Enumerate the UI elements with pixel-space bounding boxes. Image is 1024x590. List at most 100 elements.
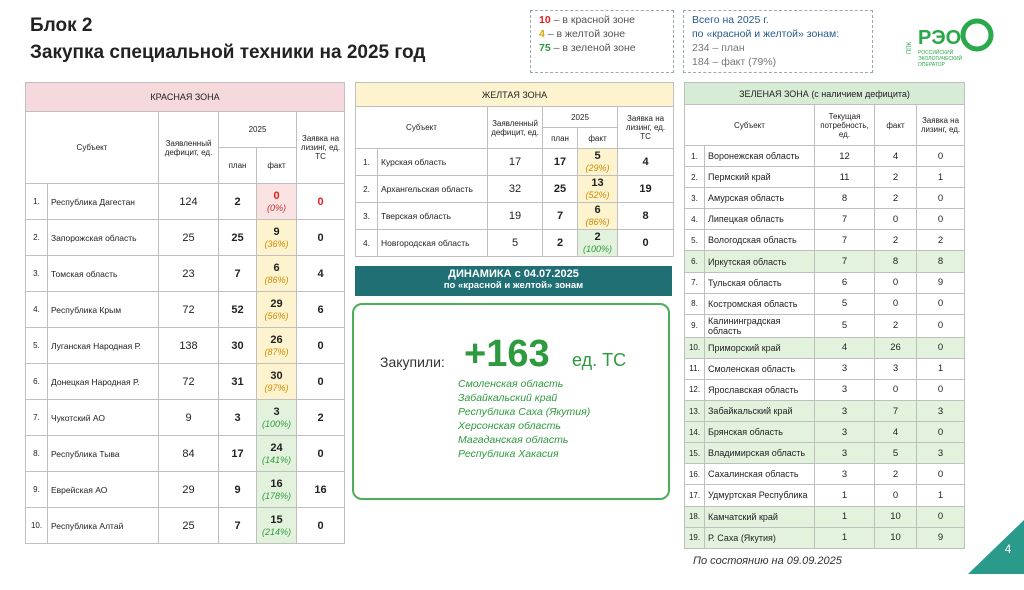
table-row: 17. Удмуртская Республика 1 0 1 <box>684 484 966 507</box>
lease: 0 <box>915 421 966 444</box>
deficit: 9 <box>158 399 219 436</box>
fact: 8 <box>874 250 917 273</box>
fact: 2 <box>874 313 917 338</box>
subtitle: Закупка специальной техники на 2025 год <box>30 42 426 63</box>
subject: Костромская область <box>704 292 815 315</box>
fact-cell: 5 (29%) <box>577 148 618 176</box>
plan: 25 <box>542 175 578 203</box>
deficit: 72 <box>158 291 219 328</box>
table-row: 2. Архангельская область 32 25 13 (52%) 19 <box>355 175 675 203</box>
col-header: план <box>218 147 257 184</box>
red-table: КРАСНАЯ ЗОНА Субъект Заявленный дефицит, … <box>24 82 346 544</box>
deficit: 84 <box>158 435 219 472</box>
need: 7 <box>814 208 875 231</box>
table-row: 1. Воронежская область 12 4 0 <box>684 144 966 168</box>
row-number: 1. <box>355 148 378 176</box>
need: 1 <box>814 484 875 507</box>
row-number: 10. <box>25 507 48 544</box>
subject: Республика Тыва <box>47 435 159 472</box>
table-row: 4. Республика Крым 72 52 29 (56%) 6 <box>25 291 346 328</box>
table-row: 12. Ярославская область 3 0 0 <box>684 378 966 402</box>
lease: 0 <box>616 229 675 257</box>
fact-pct: (56%) <box>264 310 289 321</box>
col-header: факт <box>577 127 618 149</box>
fact: 0 <box>874 208 917 231</box>
col-header: Заявленный дефицит, ед. <box>487 106 543 149</box>
lease: 0 <box>915 463 966 486</box>
col-header: Текущая потребность, ед. <box>814 104 875 146</box>
page-number: 4 <box>968 520 1024 574</box>
fact: 4 <box>874 421 917 444</box>
row-number: 12. <box>684 378 705 402</box>
plan: 52 <box>218 291 257 328</box>
fact: 3 <box>874 357 917 380</box>
need: 1 <box>814 526 875 549</box>
fact: 0 <box>874 484 917 507</box>
deficit: 25 <box>158 219 219 256</box>
lease: 3 <box>915 442 966 465</box>
subject: Иркутская область <box>704 250 815 273</box>
fact-pct: (0%) <box>266 202 286 213</box>
region: Республика Хакасия <box>458 448 559 460</box>
page: Блок 2 {"header":{"title":"Блок 2","subt… <box>24 10 1024 574</box>
fact: 6 <box>273 261 280 274</box>
plan: 31 <box>218 363 257 400</box>
zone-title: КРАСНАЯ ЗОНА <box>24 82 346 112</box>
row-number: 4. <box>355 229 378 257</box>
lease: 2 <box>295 399 346 436</box>
lease: 1 <box>915 357 966 380</box>
table-row: 18. Камчатский край 1 10 0 <box>684 505 966 528</box>
row-number: 2. <box>684 166 705 189</box>
fact-cell: 15 (214%) <box>256 507 297 544</box>
table-row: 3. Томская область 23 7 6 (86%) 4 <box>25 255 346 292</box>
table-row: 3. Тверская область 19 7 6 (86%) 8 <box>355 202 675 230</box>
subject: Ярославская область <box>704 378 815 402</box>
row-number: 6. <box>684 250 705 273</box>
lease: 0 <box>295 435 346 472</box>
deficit: 19 <box>487 202 543 230</box>
table-row: 11. Смоленская область 3 3 1 <box>684 357 966 380</box>
row-number: 7. <box>684 271 705 294</box>
fact-cell: 24 (141%) <box>256 435 297 472</box>
row-number: 4. <box>25 291 48 328</box>
table-row: 10. Приморский край 4 26 0 <box>684 336 966 359</box>
header: Блок 2 Закупка специальной техники на 202… <box>30 12 425 66</box>
plan: 2 <box>542 229 578 257</box>
fact: 26 <box>874 336 917 359</box>
fact-pct: (29%) <box>585 163 610 173</box>
fact: 10 <box>874 526 917 549</box>
fact-pct: (141%) <box>261 454 291 465</box>
col-header: факт <box>874 104 917 146</box>
lease: 0 <box>915 505 966 528</box>
fact-pct: (178%) <box>261 490 291 501</box>
fact: 0 <box>874 292 917 315</box>
table-row: 2. Запорожская область 25 25 9 (36%) 0 <box>25 219 346 256</box>
deficit: 17 <box>487 148 543 176</box>
col-header: Субъект <box>355 106 488 149</box>
lease: 19 <box>616 175 675 203</box>
lease: 1 <box>915 166 966 189</box>
table-row: 9. Еврейская АО 29 9 16 (178%) 16 <box>25 471 346 508</box>
plan: 7 <box>218 255 257 292</box>
fact: 2 <box>874 229 917 252</box>
lease: 9 <box>915 526 966 549</box>
summary-line: по «красной и желтой» зонам: <box>692 28 840 40</box>
lease: 1 <box>915 484 966 507</box>
table-row: 7. Чукотский АО 9 3 3 (100%) 2 <box>25 399 346 436</box>
row-number: 8. <box>684 292 705 315</box>
col-header: Заявка на лизинг, ед. <box>915 104 966 146</box>
fact-cell: 6 (86%) <box>256 255 297 292</box>
col-header: Заявленный дефицит, ед. <box>158 111 219 184</box>
col-header: 2025 <box>218 111 297 148</box>
fact: 6 <box>594 204 601 216</box>
region: Смоленская область <box>458 378 564 390</box>
subject: Пермский край <box>704 166 815 189</box>
table-row: 1. Курская область 17 17 5 (29%) 4 <box>355 148 675 176</box>
fact: 9 <box>273 225 280 238</box>
fact: 2 <box>874 166 917 189</box>
zones-legend: 10 – в красной зоне 4 – в желтой зоне 75 –… <box>530 10 674 73</box>
table-row: 9. Калининградская область 5 2 0 <box>684 313 966 338</box>
row-number: 2. <box>355 175 378 203</box>
summary-plan: 234 – план <box>692 42 745 54</box>
table-row: 19. Р. Саха (Якутия) 1 10 9 <box>684 526 966 549</box>
